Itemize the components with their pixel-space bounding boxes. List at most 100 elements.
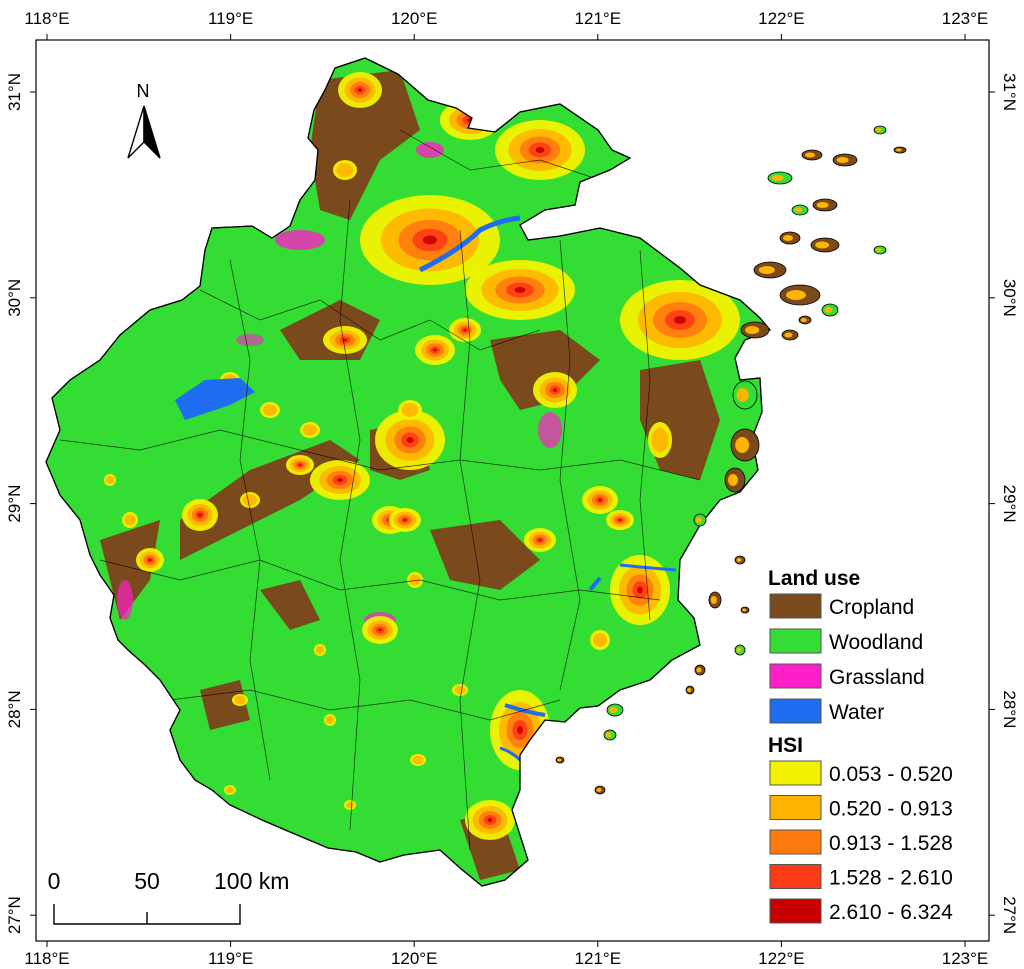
island (594, 785, 606, 795)
island (798, 315, 812, 325)
hsi-hotspot (324, 714, 336, 726)
island (873, 245, 887, 255)
hsi-hotspot (533, 372, 577, 408)
lat-label-left: 29°N (5, 485, 24, 523)
island (603, 729, 617, 741)
lat-label-left: 31°N (5, 73, 24, 111)
legend-land-use-label: Woodland (829, 631, 923, 654)
hsi-hotspot (398, 400, 422, 420)
island (781, 329, 799, 341)
hsi-hotspot (582, 486, 618, 514)
lon-label-bottom: 122°E (758, 949, 805, 968)
legend-land-use-swatch (769, 663, 822, 689)
lat-label-right: 30°N (1000, 279, 1019, 317)
island (801, 149, 823, 161)
hsi-hotspot (375, 410, 445, 470)
island (606, 703, 624, 717)
island (740, 321, 770, 339)
lon-label-bottom: 119°E (208, 949, 253, 968)
legend-land-use-swatch (769, 593, 822, 619)
island (708, 591, 722, 609)
scale-label-0: 0 (48, 868, 61, 894)
legend-hsi-swatch (769, 829, 822, 855)
island (893, 146, 907, 154)
lon-label-top: 119°E (208, 9, 253, 28)
hsi-hotspot (182, 499, 218, 531)
legend-hsi-swatch (769, 760, 822, 786)
hsi-hotspot (333, 160, 357, 180)
hsi-hotspot (495, 120, 585, 180)
offshore-islands (555, 125, 907, 795)
island (767, 171, 793, 185)
hsi-hotspot (590, 630, 610, 650)
hsi-hotspot (648, 422, 672, 458)
legend-land-use-swatch (769, 698, 822, 724)
legend-hsi-label: 1.528 - 2.610 (829, 867, 953, 890)
legend-land-use-label: Water (829, 701, 884, 724)
hsi-hotspots (104, 72, 740, 840)
lon-label-top: 122°E (758, 9, 805, 28)
lat-label-left: 27°N (5, 896, 24, 934)
legend-land-use-label: Grassland (829, 666, 925, 689)
hsi-hotspot (286, 455, 314, 475)
hsi-hotspot (449, 318, 481, 342)
scale-label-50: 50 (134, 868, 160, 894)
lon-label-top: 120°E (391, 9, 438, 28)
island (732, 380, 758, 410)
island (693, 513, 707, 527)
lat-label-right: 31°N (1000, 73, 1019, 111)
island (791, 204, 809, 216)
hsi-hotspot (362, 616, 398, 644)
hsi-hotspot (465, 260, 575, 320)
island (730, 428, 760, 462)
north-arrow: N (127, 81, 161, 159)
island (810, 237, 840, 253)
legend-hsi-title: HSI (768, 734, 803, 757)
island (734, 555, 746, 565)
lon-label-top: 123°E (942, 9, 989, 28)
island (873, 125, 887, 135)
lon-label-bottom: 123°E (942, 949, 989, 968)
island (812, 198, 838, 212)
lon-label-top: 121°E (575, 9, 622, 28)
legend-hsi-swatch (769, 898, 822, 924)
hsi-hotspot (240, 492, 260, 508)
hsi-hotspot (344, 800, 356, 810)
lon-label-top: 118°E (24, 9, 69, 28)
lon-label-bottom: 120°E (391, 949, 438, 968)
north-arrow-right-icon (143, 105, 161, 159)
water-bodies (175, 215, 677, 762)
hsi-hotspot (300, 422, 320, 438)
hsi-hotspot (606, 510, 634, 530)
hsi-hotspot (314, 644, 326, 656)
north-arrow-label: N (137, 81, 150, 101)
island (555, 756, 565, 764)
lat-label-right: 29°N (1000, 485, 1019, 523)
scale-bar-line (53, 904, 241, 925)
island (685, 685, 695, 695)
hsi-hotspot (465, 800, 515, 840)
lat-label-right: 28°N (1000, 690, 1019, 728)
lon-label-bottom: 118°E (24, 949, 69, 968)
legend-hsi-label: 0.520 - 0.913 (829, 798, 953, 821)
lon-label-bottom: 121°E (575, 949, 622, 968)
hsi-hotspot (415, 335, 455, 365)
hsi-hotspot (610, 555, 670, 625)
province-land-use (45, 57, 772, 887)
island (753, 261, 787, 279)
lat-label-left: 30°N (5, 279, 24, 317)
legend-land-use-swatch (769, 628, 822, 654)
legend: Land use CroplandWoodlandGrasslandWater … (768, 567, 953, 924)
island (740, 606, 750, 614)
island (779, 231, 801, 245)
island (694, 664, 706, 676)
hsi-hotspot (410, 754, 426, 766)
hsi-hotspot (389, 508, 421, 532)
hsi-hotspot (620, 280, 740, 360)
island (821, 303, 839, 317)
lat-label-left: 28°N (5, 690, 24, 728)
hsi-hotspot (224, 785, 236, 795)
hsi-hotspot (310, 460, 370, 500)
legend-hsi-label: 2.610 - 6.324 (829, 901, 953, 924)
